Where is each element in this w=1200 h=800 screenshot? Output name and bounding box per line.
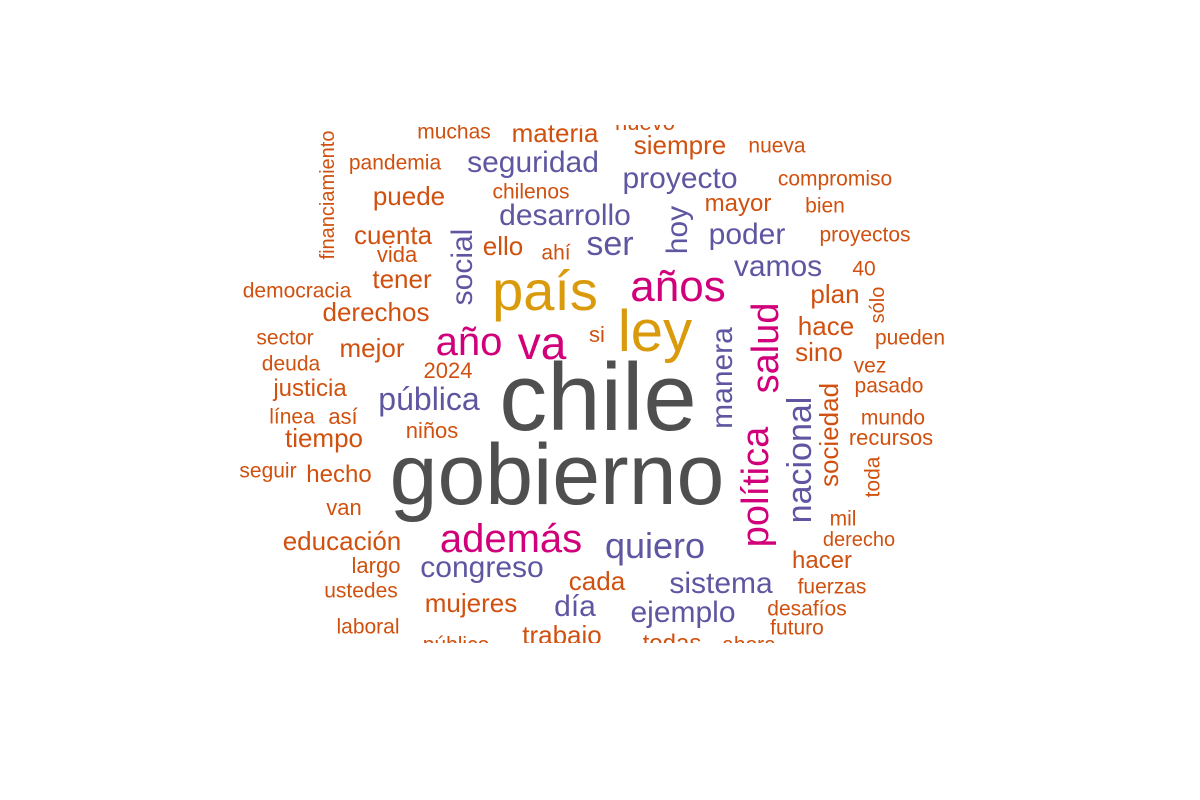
word-plan: plan bbox=[810, 279, 860, 309]
word-poder: poder bbox=[708, 218, 786, 251]
word-va: va bbox=[517, 317, 567, 369]
word-vida: vida bbox=[376, 242, 418, 267]
word-pandemia: pandemia bbox=[348, 151, 442, 175]
word-publica: pública bbox=[378, 381, 480, 417]
word-sector: sector bbox=[256, 326, 314, 350]
word-educacion: educación bbox=[282, 526, 402, 556]
word-compromiso: compromiso bbox=[777, 167, 893, 191]
word-muchas: muchas bbox=[417, 125, 491, 144]
word-derechos: derechos bbox=[322, 297, 430, 327]
word-trabajo: trabajo bbox=[522, 620, 602, 643]
word-sociedad: sociedad bbox=[814, 382, 844, 488]
word-chilenos: chilenos bbox=[492, 180, 570, 204]
word-nueva: nueva bbox=[748, 134, 806, 158]
word-solo: sólo bbox=[867, 286, 889, 324]
word-laboral: laboral bbox=[336, 615, 400, 639]
word-manera: manera bbox=[706, 327, 739, 429]
word-ahora: ahora bbox=[722, 635, 776, 644]
word-futuro: futuro bbox=[770, 616, 824, 640]
word-siempre: siempre bbox=[633, 130, 727, 160]
word-seguridad: seguridad bbox=[467, 146, 599, 179]
word-ley: ley bbox=[617, 299, 693, 364]
word-politica: política bbox=[735, 426, 777, 548]
word-congreso: congreso bbox=[420, 551, 544, 584]
word-social: social bbox=[446, 228, 479, 306]
word-derecho: derecho bbox=[822, 529, 896, 551]
word-tiempo: tiempo bbox=[284, 423, 364, 453]
word-ustedes: ustedes bbox=[324, 579, 398, 603]
word-gobierno: gobierno bbox=[389, 427, 725, 523]
word-ano: año bbox=[435, 320, 503, 364]
word-cuenta: cuenta bbox=[353, 220, 433, 250]
word-cloud: chile gobierno país ley años va año adem… bbox=[225, 125, 960, 643]
word-van: van bbox=[326, 495, 362, 520]
word-desarrollo: desarrollo bbox=[499, 199, 631, 232]
word-hoy: hoy bbox=[661, 205, 694, 255]
word-deuda: deuda bbox=[261, 352, 321, 376]
word-nuevo: nuevo bbox=[615, 125, 675, 134]
word-ejemplo: ejemplo bbox=[630, 596, 736, 629]
word-financiamiento: financiamiento bbox=[317, 130, 339, 260]
word-proyecto: proyecto bbox=[622, 162, 738, 195]
word-puede: puede bbox=[372, 181, 446, 211]
word-pais: país bbox=[492, 259, 598, 322]
word-cada: cada bbox=[568, 566, 626, 596]
word-mejor: mejor bbox=[339, 333, 405, 363]
word-publico: público bbox=[423, 635, 490, 644]
word-mundo: mundo bbox=[860, 406, 926, 430]
word-desafios: desafíos bbox=[767, 597, 847, 621]
word-tener: tener bbox=[372, 264, 432, 294]
word-ser: ser bbox=[586, 225, 634, 263]
word-pasado: pasado bbox=[854, 374, 924, 398]
word-si: si bbox=[589, 322, 605, 347]
word-mil: mil bbox=[829, 507, 857, 531]
word-ahi: ahí bbox=[541, 241, 571, 265]
word-mujeres: mujeres bbox=[424, 588, 518, 618]
word-2024: 2024 bbox=[423, 358, 473, 383]
word-linea: línea bbox=[269, 405, 315, 429]
word-bien: bien bbox=[805, 194, 845, 218]
word-nacional: nacional bbox=[781, 396, 819, 524]
word-40: 40 bbox=[852, 257, 876, 281]
word-asi: así bbox=[328, 404, 358, 429]
word-mayor: mayor bbox=[704, 190, 772, 217]
word-todas: todas bbox=[643, 632, 702, 644]
word-toda: toda bbox=[861, 456, 885, 498]
word-largo: largo bbox=[351, 553, 401, 578]
word-recursos: recursos bbox=[848, 425, 934, 450]
word-hecho: hecho bbox=[306, 461, 372, 488]
word-sistema: sistema bbox=[669, 567, 773, 600]
word-ello: ello bbox=[482, 231, 524, 261]
word-hace: hace bbox=[797, 311, 855, 341]
word-fuerzas: fuerzas bbox=[797, 575, 867, 599]
word-seguir: seguir bbox=[239, 459, 297, 483]
word-pueden: pueden bbox=[874, 326, 946, 350]
word-dia: día bbox=[554, 590, 596, 623]
word-salud: salud bbox=[745, 302, 787, 394]
word-vez: vez bbox=[853, 354, 887, 378]
word-vamos: vamos bbox=[733, 250, 823, 283]
word-materia: materia bbox=[511, 125, 599, 148]
word-quiero: quiero bbox=[604, 525, 706, 566]
word-anos: años bbox=[630, 262, 726, 311]
word-ninos: niños bbox=[405, 418, 459, 443]
word-justicia: justicia bbox=[273, 375, 347, 402]
word-democracia: democracia bbox=[242, 279, 352, 303]
word-hacer: hacer bbox=[791, 547, 853, 574]
word-ademas: además bbox=[439, 517, 583, 561]
word-sino: sino bbox=[795, 337, 843, 367]
word-proyectos: proyectos bbox=[819, 223, 911, 247]
word-chile: chile bbox=[499, 344, 697, 451]
